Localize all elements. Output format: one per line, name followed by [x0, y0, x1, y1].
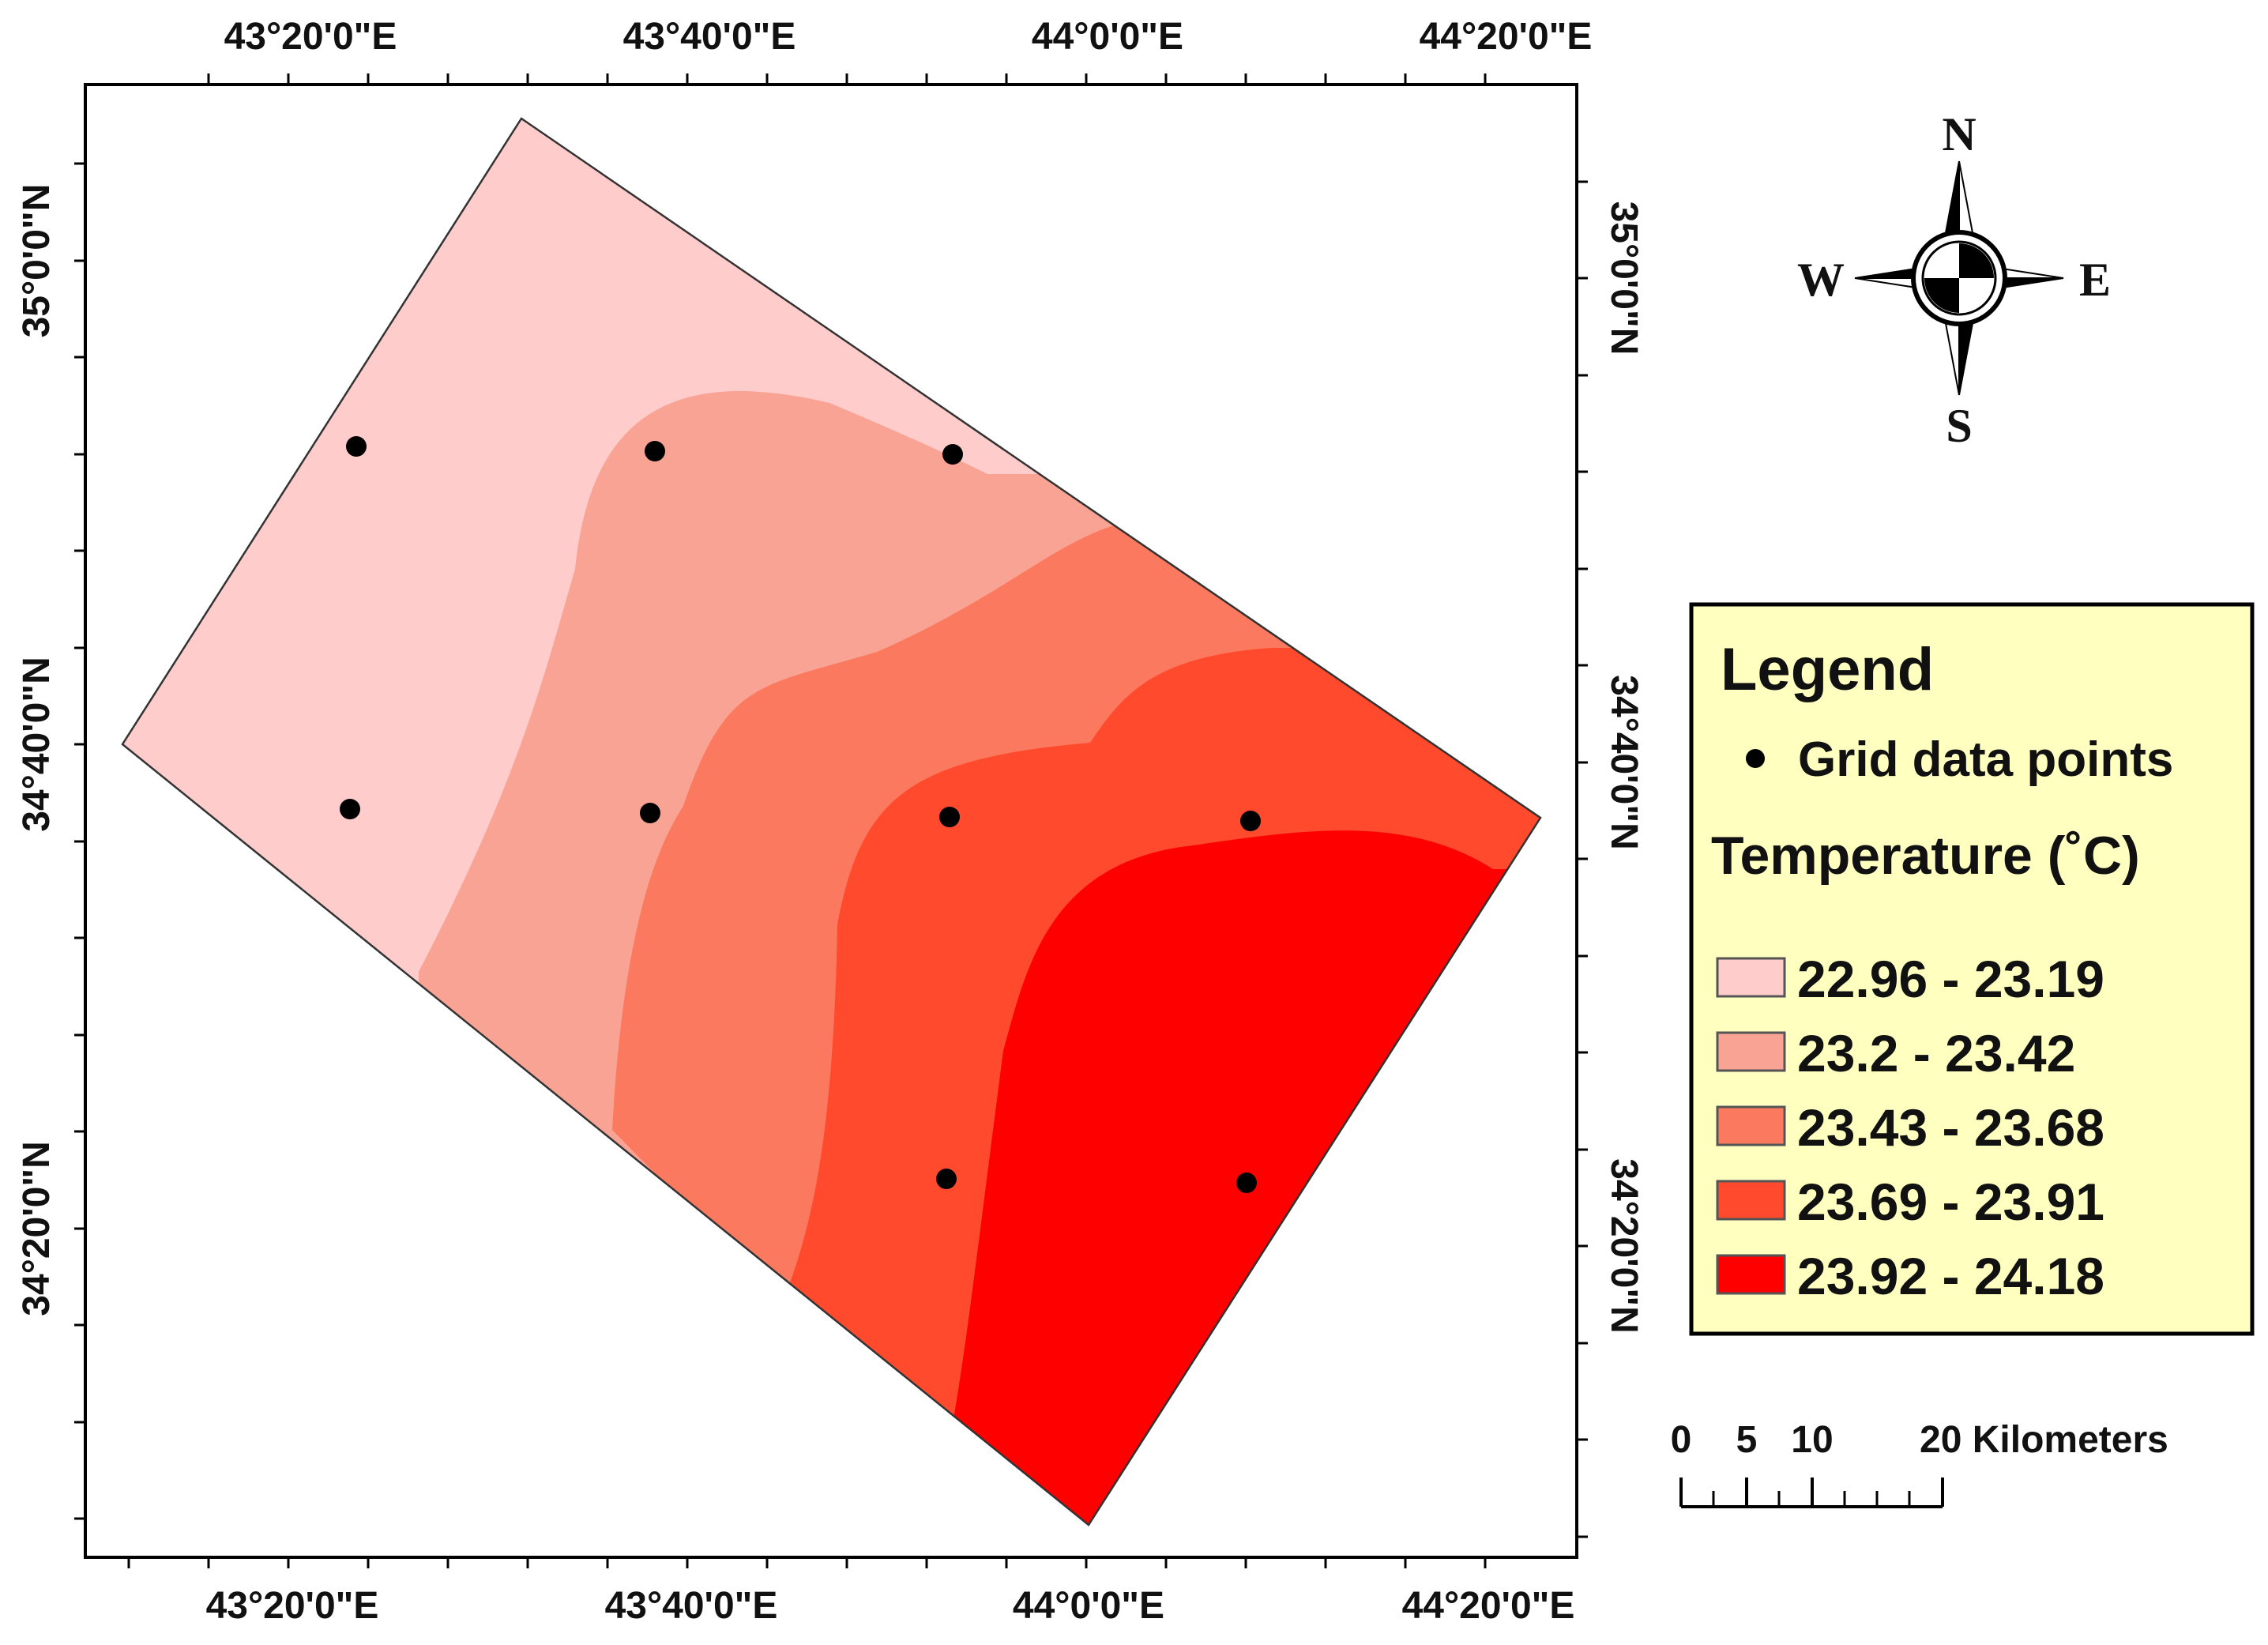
scale-label: 10 [1791, 1419, 1833, 1461]
grid-data-point [645, 441, 665, 461]
right-lat-label: 35°0'0"N [1603, 201, 1645, 356]
grid-data-point [939, 807, 960, 827]
legend-class-label: 23.69 - 23.91 [1797, 1173, 2104, 1231]
scale-bar: 0 5 10 20 Kilometers [1671, 1419, 2168, 1508]
grid-data-point [340, 799, 360, 819]
grid-data-point [942, 444, 963, 465]
scale-label: 5 [1736, 1419, 1758, 1461]
right-lat-label: 34°40'0"N [1603, 675, 1645, 850]
left-lat-label: 35°0'0"N [16, 184, 58, 338]
legend-point-symbol [1746, 749, 1765, 768]
grid-data-point [1240, 811, 1261, 831]
legend-swatch [1716, 957, 1786, 998]
bottom-lon-label: 43°40'0"E [605, 1585, 778, 1627]
right-lat-label: 34°20'0"N [1603, 1158, 1645, 1334]
legend-temperature-label: Temperature (˚C) [1711, 826, 2140, 886]
compass-east-label: E [2079, 254, 2111, 306]
scale-label: 0 [1671, 1419, 1692, 1461]
top-lon-label: 44°20'0"E [1420, 16, 1593, 58]
study-area-outline [121, 117, 1542, 1526]
legend-swatch [1716, 1180, 1786, 1221]
compass-north-label: N [1942, 108, 1976, 160]
grid-data-point [936, 1169, 957, 1189]
legend-swatch [1716, 1105, 1786, 1146]
grid-data-point [640, 803, 660, 823]
legend-swatch [1716, 1031, 1786, 1072]
top-lon-label: 43°20'0"E [224, 16, 397, 58]
legend-class-label: 23.2 - 23.42 [1797, 1024, 2075, 1082]
legend-class-label: 23.43 - 23.68 [1797, 1098, 2104, 1157]
compass-south-label: S [1946, 400, 1972, 452]
bottom-lon-label: 44°20'0"E [1402, 1585, 1575, 1627]
legend-class-label: 23.92 - 24.18 [1797, 1247, 2104, 1305]
legend-title: Legend [1721, 636, 1934, 703]
bottom-lon-label: 43°20'0"E [206, 1585, 379, 1627]
scale-end-label: 20 Kilometers [1920, 1419, 2168, 1461]
bottom-longitude-labels: 43°20'0"E 43°40'0"E 44°0'0"E 44°20'0"E [206, 1585, 1575, 1627]
compass-west-label: W [1797, 254, 1845, 306]
top-lon-label: 44°0'0"E [1032, 16, 1183, 58]
bottom-lon-label: 44°0'0"E [1013, 1585, 1164, 1627]
left-latitude-labels: 35°0'0"N 34°40'0"N 34°20'0"N [16, 184, 58, 1316]
frame-ticks [74, 73, 1588, 1568]
left-lat-label: 34°20'0"N [16, 1141, 58, 1316]
compass-rose-icon: N S E W [1797, 108, 2111, 452]
legend: Legend Grid data points Temperature (˚C)… [1689, 602, 2255, 1336]
legend-points-label: Grid data points [1798, 732, 2173, 787]
legend-class-label: 22.96 - 23.19 [1797, 950, 2104, 1008]
top-lon-label: 43°40'0"E [623, 16, 796, 58]
top-longitude-labels: 43°20'0"E 43°40'0"E 44°0'0"E 44°20'0"E [224, 16, 1593, 58]
grid-data-point [346, 436, 367, 457]
left-lat-label: 34°40'0"N [16, 657, 58, 832]
grid-data-points [340, 436, 1261, 1193]
grid-data-point [1236, 1173, 1257, 1193]
legend-swatch [1716, 1254, 1786, 1295]
right-latitude-labels: 35°0'0"N 34°40'0"N 34°20'0"N [1603, 201, 1645, 1334]
